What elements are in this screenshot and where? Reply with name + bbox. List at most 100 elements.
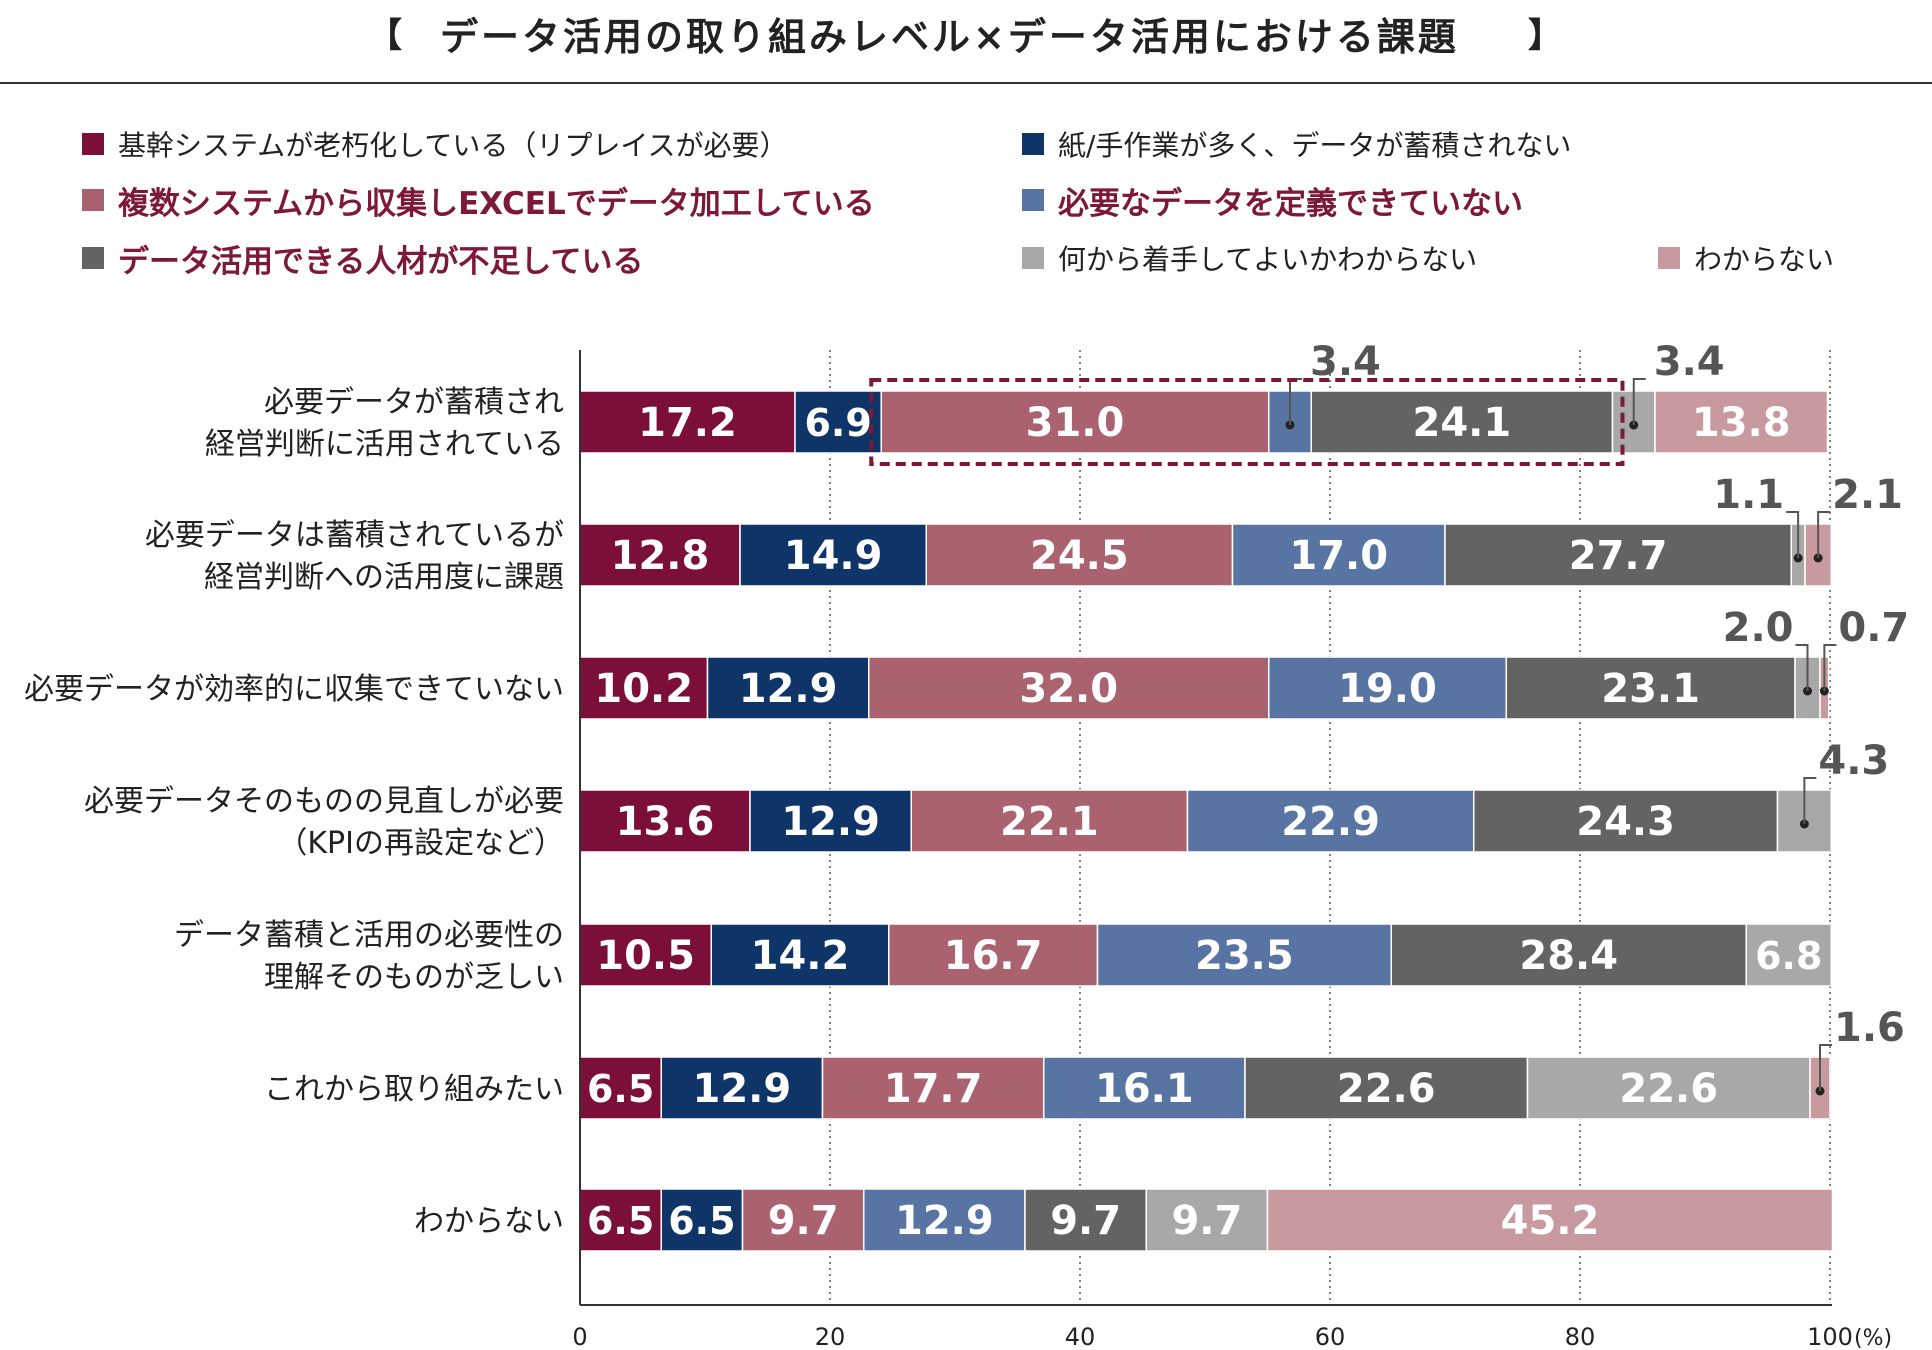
bar-segment-r0-s1 [794, 390, 882, 454]
data-label: 6.5 [587, 1067, 654, 1111]
category-label: 理解そのものが乏しい [264, 960, 564, 995]
bar-segment-r1-s3 [1231, 523, 1446, 587]
data-label: 28.4 [1519, 933, 1618, 979]
data-label: 23.5 [1195, 933, 1294, 979]
bar-segment-r0-s2 [880, 390, 1270, 454]
data-label: 12.9 [693, 1066, 792, 1112]
x-tick-label: 20 [815, 1323, 846, 1350]
bar-segment-r1-s1 [739, 523, 927, 587]
x-axis-unit: (%) [1854, 1326, 1892, 1350]
callout-line [1786, 511, 1800, 558]
callout-line [1817, 511, 1831, 558]
legend-label: 複数システムから収集しEXCELでデータ加工している [118, 185, 875, 222]
bar-segment-r6-s2 [741, 1188, 865, 1252]
legend-label: 基幹システムが老朽化している（リプレイスが必要） [118, 129, 788, 162]
category-label: 必要データは蓄積されているが [145, 518, 564, 553]
category-label: これから取り組みたい [264, 1072, 564, 1107]
callout-line [1803, 777, 1817, 824]
data-label: 10.5 [596, 933, 695, 979]
bar-segment-r2-s4 [1505, 656, 1796, 720]
bar-segment-r6-s5 [1145, 1188, 1269, 1252]
data-label: 17.7 [884, 1066, 983, 1112]
legend-item-paper-manual: 紙/手作業が多く、データが蓄積されない [1022, 122, 1571, 166]
bar-segment-r0-s0 [579, 390, 796, 454]
legend-label: 必要なデータを定義できていない [1058, 185, 1523, 222]
callout-line [1823, 644, 1837, 691]
legend-swatch [82, 189, 104, 211]
legend-label: データ活用できる人材が不足している [118, 243, 644, 280]
data-label: 6.9 [804, 401, 871, 445]
bar-segment-r4-s4 [1390, 923, 1747, 987]
legend-swatch [1022, 189, 1044, 211]
legend-label: 何から着手してよいかわからない [1058, 243, 1478, 276]
bar-segment-r6-s4 [1024, 1188, 1147, 1252]
bar-segment-r0-s4 [1310, 390, 1614, 454]
data-label-callout: 1.1 [1713, 472, 1784, 518]
data-label: 12.8 [611, 533, 710, 579]
bar-segment-r3-s2 [910, 789, 1189, 853]
data-label: 17.0 [1289, 533, 1388, 579]
category-label: 必要データが効率的に収集できていない [24, 672, 564, 707]
data-label: 10.2 [594, 666, 693, 712]
data-label: 24.1 [1413, 400, 1512, 446]
x-tick-label: 60 [1315, 1323, 1346, 1350]
legend-swatch [1022, 133, 1044, 155]
data-label: 19.0 [1338, 666, 1437, 712]
legend-item-excel-processing: 複数システムから収集しEXCELでデータ加工している [82, 178, 875, 222]
category-label: データ蓄積と活用の必要性の [174, 918, 564, 953]
bar-segment-r0-s6 [1654, 390, 1829, 454]
data-label: 27.7 [1569, 533, 1668, 579]
callout-line [1795, 644, 1809, 691]
legend-item-where-to-start: 何から着手してよいかわからない [1022, 236, 1477, 280]
data-label: 12.9 [781, 799, 880, 845]
data-label: 14.9 [784, 533, 883, 579]
category-label: わからない [414, 1204, 564, 1239]
bar-segment-r4-s1 [710, 923, 890, 987]
data-label-callout: 2.1 [1832, 472, 1903, 518]
bar-segment-r2-s1 [706, 656, 870, 720]
bar-segment-r2-s3 [1268, 656, 1507, 720]
x-tick-label: 0 [572, 1323, 587, 1350]
legend-item-unknown: わからない [1658, 236, 1834, 280]
bar-segment-r6-s6 [1266, 1188, 1834, 1252]
data-label: 12.9 [739, 666, 838, 712]
data-label: 24.5 [1030, 533, 1129, 579]
legend-swatch [82, 247, 104, 269]
legend-swatch [1658, 247, 1680, 269]
bar-segment-r5-s2 [821, 1056, 1045, 1120]
data-label: 9.7 [768, 1198, 839, 1244]
data-label: 22.9 [1281, 799, 1380, 845]
data-label: 22.6 [1337, 1066, 1436, 1112]
legend-label: 紙/手作業が多く、データが蓄積されない [1058, 129, 1572, 162]
bar-segment-r5-s5 [1526, 1056, 1811, 1120]
data-label: 6.8 [1755, 934, 1822, 978]
data-label-callout: 4.3 [1818, 738, 1889, 784]
bar-segment-r3-s4 [1473, 789, 1779, 853]
category-label: 経営判断への活用度に課題 [204, 560, 564, 595]
category-label: （KPIの再設定など） [277, 826, 564, 861]
data-label: 13.8 [1692, 400, 1791, 446]
bar-segment-r1-s2 [925, 523, 1234, 587]
bar-segment-r4-s5 [1745, 923, 1832, 987]
title-rule [0, 82, 1932, 84]
legend-item-talent-shortage: データ活用できる人材が不足している [82, 236, 643, 280]
data-label: 16.7 [944, 933, 1043, 979]
callout-line [1632, 378, 1646, 425]
legend-item-undefined-data: 必要なデータを定義できていない [1022, 178, 1523, 222]
data-label: 6.5 [587, 1199, 654, 1243]
x-tick-label: 40 [1065, 1323, 1096, 1350]
bar-segment-r5-s4 [1244, 1056, 1529, 1120]
category-label: 経営判断に活用されている [205, 427, 564, 462]
data-label: 6.5 [668, 1199, 735, 1243]
data-label: 22.1 [1000, 799, 1099, 845]
bar-segment-r3-s1 [749, 789, 912, 853]
data-label-callout: 0.7 [1838, 605, 1909, 651]
data-label: 22.6 [1619, 1066, 1718, 1112]
data-label: 9.7 [1050, 1198, 1121, 1244]
data-label: 13.6 [616, 799, 715, 845]
data-label: 32.0 [1019, 666, 1118, 712]
title-text: データ活用の取り組みレベル×データ活用における課題 [440, 15, 1459, 59]
legend-swatch [1022, 247, 1044, 269]
data-label: 17.2 [638, 400, 737, 446]
